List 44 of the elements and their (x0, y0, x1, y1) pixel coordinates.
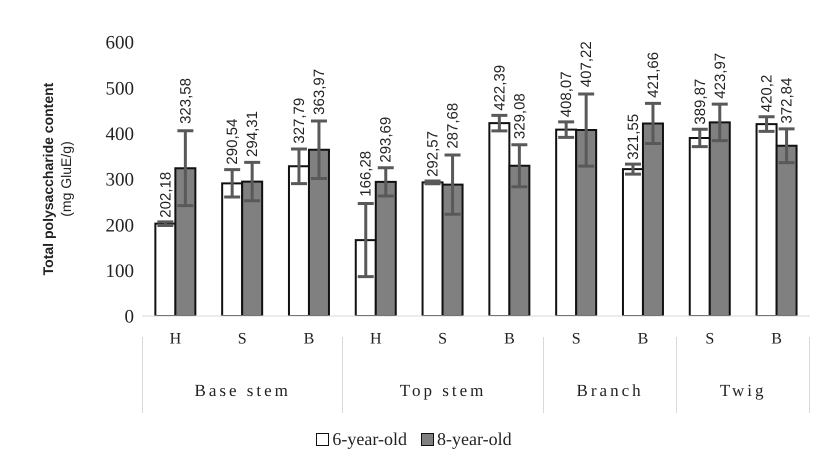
y-tick-label: 300 (106, 170, 134, 191)
data-label: 294,31 (244, 111, 262, 157)
data-label: 166,28 (358, 150, 375, 197)
y-tick-label: 600 (106, 32, 134, 54)
y-tick-label: 500 (106, 78, 134, 100)
y-tick-label: 100 (106, 261, 134, 282)
x-tick-label: S (238, 330, 247, 348)
legend-label: 8-year-old (437, 429, 512, 450)
data-label: 407,22 (578, 41, 596, 88)
data-label: 408,07 (558, 71, 576, 118)
x-tick-label: H (370, 330, 382, 348)
text: Base stem (193, 381, 292, 401)
data-label: 363,97 (310, 68, 328, 115)
legend-label: 6-year-old (332, 429, 407, 450)
text: Top stem (398, 381, 488, 401)
text: Branch (576, 381, 645, 401)
data-label: 329,08 (511, 93, 528, 140)
y-tick-label: 400 (106, 124, 134, 146)
data-label: 293,69 (378, 116, 395, 163)
x-tick-label: B (304, 330, 314, 348)
data-label: 202,18 (157, 172, 174, 218)
text: Twig (718, 381, 768, 401)
data-label: 423,97 (712, 52, 729, 99)
x-tick-label: B (504, 330, 515, 348)
data-label: 323,58 (177, 78, 194, 124)
y-axis-title: Total polysaccharide content (mg GluE/g) (40, 82, 74, 276)
data-label: 292,57 (424, 131, 442, 177)
data-label: 287,68 (444, 102, 462, 149)
x-tick-label: B (638, 330, 648, 348)
y-tick-label: 0 (124, 306, 134, 328)
data-label: 389,87 (692, 78, 709, 125)
data-label: 422,39 (491, 64, 508, 111)
x-tick-label: S (705, 330, 714, 348)
x-tick-label: H (170, 330, 182, 348)
data-label: 372,84 (778, 78, 796, 124)
data-label: 290,54 (224, 118, 242, 165)
x-tick-label: B (771, 330, 782, 348)
x-tick-label: S (572, 330, 581, 348)
data-label: 420,2 (758, 74, 776, 112)
y-tick-label: 200 (106, 215, 134, 236)
data-label: 327,79 (290, 98, 308, 144)
data-label: 421,66 (644, 52, 662, 98)
x-tick-label: S (438, 330, 448, 348)
data-label: 321,55 (624, 114, 642, 160)
